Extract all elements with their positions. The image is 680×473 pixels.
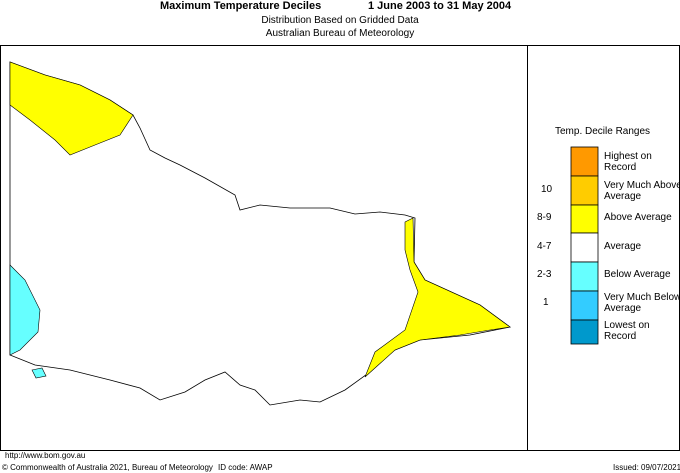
region-below-average <box>31 367 47 379</box>
period: 1 June 2003 to 31 May 2004 <box>368 0 512 12</box>
legend-range: 1 <box>543 297 549 308</box>
legend-label: Highest on Record <box>604 151 652 173</box>
swatch <box>570 146 599 177</box>
title: Maximum Temperature Deciles <box>160 0 322 12</box>
swatch <box>570 290 599 321</box>
footer-copyright: © Commonwealth of Australia 2021, Bureau… <box>2 463 213 472</box>
swatch <box>570 319 599 345</box>
legend-label: Above Average <box>604 212 672 223</box>
footer-issued: Issued: 09/07/2021 <box>613 463 680 472</box>
footer-url: http://www.bom.gov.au <box>5 451 86 460</box>
swatch <box>570 232 599 263</box>
legend-label: Average <box>604 241 642 252</box>
source: Australian Bureau of Meteorology <box>265 28 415 39</box>
swatch <box>570 261 599 292</box>
legend-range: 2-3 <box>537 269 552 280</box>
region-below-average <box>9 264 41 356</box>
legend-title: Temp. Decile Ranges <box>555 126 651 137</box>
legend-range: 8-9 <box>537 212 552 223</box>
legend-range: 10 <box>541 184 553 195</box>
region-above-average <box>9 61 134 156</box>
swatch <box>570 175 599 206</box>
subtitle: Distribution Based on Gridded Data <box>261 15 419 26</box>
legend-label: Below Average <box>604 269 671 280</box>
legend-label: Very Much Below Average <box>604 292 680 314</box>
legend-range: 4-7 <box>537 241 552 252</box>
legend-label: Very Much Above Average <box>604 180 680 202</box>
swatch <box>570 204 599 234</box>
region-above-average <box>364 217 511 378</box>
legend-label: Lowest on Record <box>604 320 650 342</box>
footer-id: ID code: AWAP <box>218 463 273 472</box>
